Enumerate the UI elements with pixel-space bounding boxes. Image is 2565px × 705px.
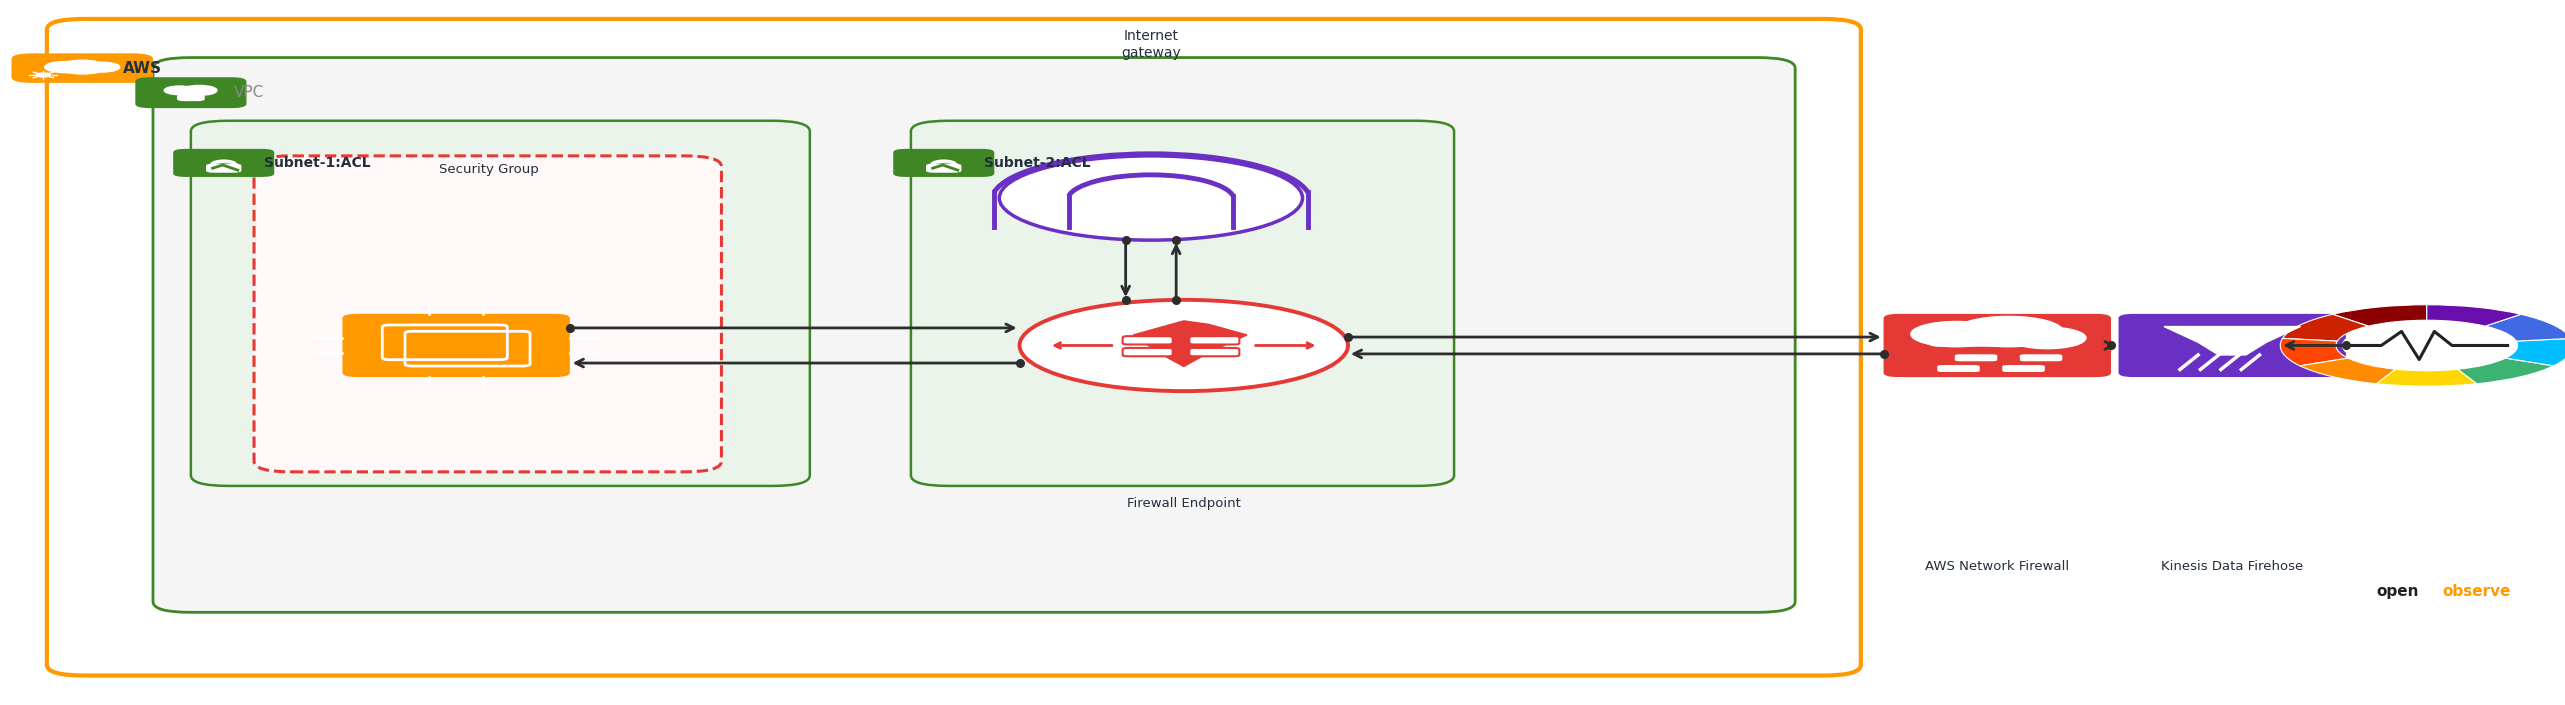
Text: Security Group: Security Group xyxy=(439,164,539,176)
Polygon shape xyxy=(1134,321,1247,367)
FancyBboxPatch shape xyxy=(1190,336,1239,345)
Polygon shape xyxy=(2198,343,2267,355)
Circle shape xyxy=(44,61,85,73)
FancyBboxPatch shape xyxy=(10,54,154,83)
Circle shape xyxy=(85,62,121,72)
FancyBboxPatch shape xyxy=(2003,365,2044,372)
FancyBboxPatch shape xyxy=(1123,336,1172,345)
Wedge shape xyxy=(2426,305,2521,326)
Text: Internet
gateway: Internet gateway xyxy=(1121,30,1180,60)
FancyBboxPatch shape xyxy=(1883,314,2111,377)
Text: observe: observe xyxy=(2442,584,2511,599)
Circle shape xyxy=(182,85,218,95)
Circle shape xyxy=(2342,322,2511,369)
Wedge shape xyxy=(2280,338,2347,366)
Circle shape xyxy=(56,60,108,74)
Wedge shape xyxy=(2332,305,2426,326)
Text: Subnet-2:ACL: Subnet-2:ACL xyxy=(985,156,1090,170)
Text: AWS Network Firewall: AWS Network Firewall xyxy=(1926,560,2070,573)
Wedge shape xyxy=(2485,314,2565,341)
FancyBboxPatch shape xyxy=(136,78,246,108)
FancyBboxPatch shape xyxy=(911,121,1454,486)
FancyBboxPatch shape xyxy=(1123,348,1172,356)
Text: open: open xyxy=(2375,584,2419,599)
FancyBboxPatch shape xyxy=(1955,355,1998,361)
Circle shape xyxy=(1018,300,1349,391)
Text: VPC: VPC xyxy=(233,85,264,100)
Circle shape xyxy=(36,73,51,77)
Wedge shape xyxy=(2506,338,2565,366)
FancyBboxPatch shape xyxy=(205,164,241,173)
Circle shape xyxy=(1911,321,2001,347)
Text: Subnet-1:ACL: Subnet-1:ACL xyxy=(264,156,372,170)
FancyBboxPatch shape xyxy=(154,58,1795,613)
Circle shape xyxy=(1955,317,2062,347)
Circle shape xyxy=(2008,327,2085,349)
FancyBboxPatch shape xyxy=(190,121,811,486)
Circle shape xyxy=(164,86,195,94)
FancyBboxPatch shape xyxy=(1929,331,2065,347)
FancyBboxPatch shape xyxy=(344,314,569,377)
Wedge shape xyxy=(2301,358,2396,384)
FancyBboxPatch shape xyxy=(893,149,995,177)
Polygon shape xyxy=(2165,326,2301,343)
Wedge shape xyxy=(2457,358,2555,384)
FancyBboxPatch shape xyxy=(1937,365,1980,372)
Wedge shape xyxy=(2283,314,2367,341)
Wedge shape xyxy=(2378,369,2478,386)
FancyBboxPatch shape xyxy=(46,19,1860,675)
Text: AWS: AWS xyxy=(123,61,162,75)
FancyBboxPatch shape xyxy=(2019,355,2062,361)
FancyBboxPatch shape xyxy=(177,94,205,102)
FancyBboxPatch shape xyxy=(1190,348,1239,356)
FancyBboxPatch shape xyxy=(2119,314,2347,377)
Text: Firewall Endpoint: Firewall Endpoint xyxy=(1126,497,1241,510)
Text: Kinesis Data Firehose: Kinesis Data Firehose xyxy=(2162,560,2303,573)
FancyBboxPatch shape xyxy=(174,149,274,177)
FancyBboxPatch shape xyxy=(926,164,962,173)
Circle shape xyxy=(1000,156,1303,240)
FancyBboxPatch shape xyxy=(254,156,721,472)
